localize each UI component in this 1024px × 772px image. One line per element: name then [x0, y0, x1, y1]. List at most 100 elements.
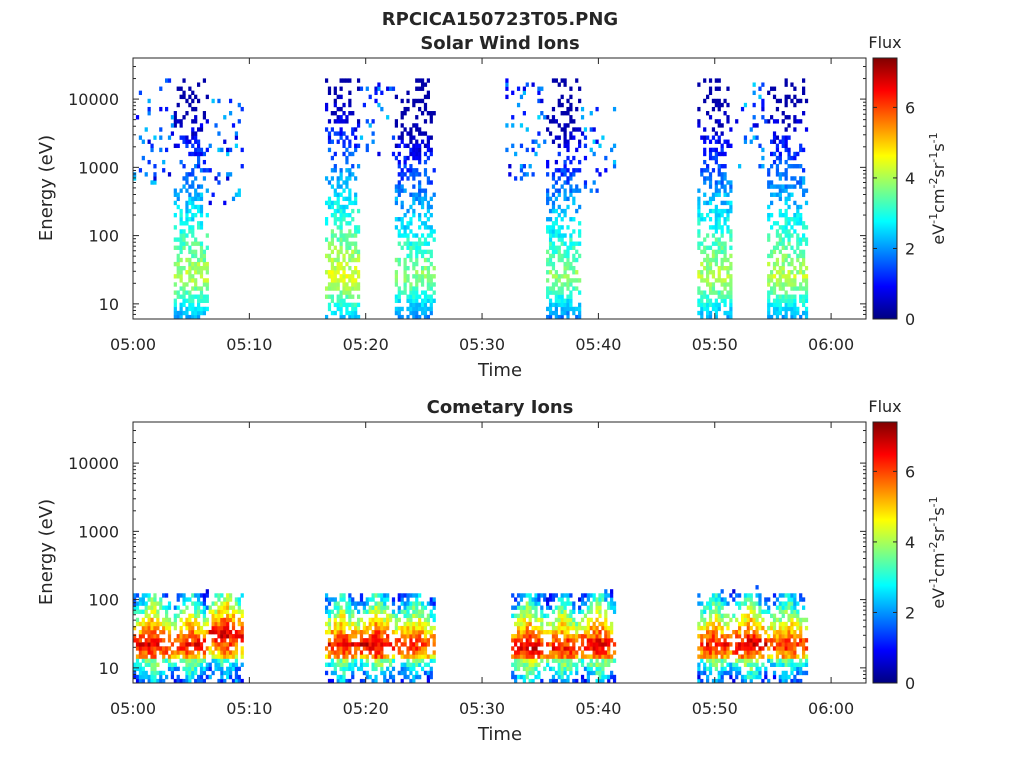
heatmap-cell [191, 225, 195, 230]
heatmap-cell [202, 257, 207, 263]
heatmap-cell [182, 597, 186, 602]
heatmap-cell [147, 629, 151, 635]
heatmap-cell [598, 609, 602, 614]
heatmap-cell [135, 674, 140, 680]
heatmap-cell [159, 674, 163, 680]
heatmap-cell [755, 593, 759, 598]
heatmap-cell [217, 597, 221, 602]
heatmap-cell [194, 646, 198, 651]
heatmap-cell [531, 670, 535, 676]
heatmap-cell [551, 310, 556, 316]
heatmap-cell [426, 298, 430, 303]
heatmap-cell [191, 98, 195, 104]
heatmap-cell [511, 143, 515, 149]
heatmap-cell [802, 638, 806, 643]
heatmap-cell [551, 286, 556, 291]
heatmap-cell [592, 650, 596, 655]
heatmap-cell [781, 225, 785, 230]
heatmap-cell [217, 658, 221, 663]
heatmap-cell [345, 180, 349, 185]
heatmap-cell [566, 597, 570, 602]
heatmap-cell [546, 196, 550, 202]
heatmap-cell [569, 135, 573, 140]
heatmap-cell [563, 212, 567, 218]
heatmap-cell [342, 111, 346, 116]
heatmap-cell [342, 613, 346, 619]
heatmap-cell [607, 638, 611, 643]
heatmap-cell [540, 638, 544, 643]
heatmap-cell [432, 237, 436, 242]
heatmap-cell [345, 221, 349, 226]
heatmap-cell [231, 650, 236, 655]
heatmap-cell [188, 265, 192, 271]
heatmap-cell [191, 666, 195, 672]
heatmap-cell [324, 253, 329, 259]
heatmap-cell [359, 597, 364, 602]
heatmap-cell [761, 82, 765, 87]
heatmap-cell [141, 642, 145, 647]
heatmap-cell [330, 678, 334, 684]
heatmap-cell [354, 265, 358, 271]
heatmap-cell [784, 274, 788, 279]
heatmap-cell [554, 629, 558, 635]
heatmap-cell [784, 176, 788, 181]
heatmap-cell [700, 212, 704, 218]
heatmap-cell [185, 217, 189, 222]
heatmap-cell [415, 143, 419, 149]
heatmap-cell [226, 625, 230, 631]
heatmap-cell [723, 634, 727, 639]
heatmap-cell [412, 294, 416, 299]
heatmap-cell [188, 229, 192, 234]
heatmap-cell [374, 654, 378, 659]
heatmap-cell [412, 98, 416, 104]
heatmap-cell [205, 666, 209, 672]
heatmap-cell [560, 613, 564, 619]
heatmap-cell [775, 658, 780, 663]
heatmap-cell [333, 221, 337, 226]
heatmap-cell [531, 650, 535, 655]
heatmap-cell [345, 204, 349, 210]
heatmap-cell [191, 265, 195, 271]
heatmap-cell [563, 78, 567, 83]
heatmap-cell [165, 78, 169, 83]
heatmap-cell [359, 662, 364, 667]
heatmap-cell [223, 642, 227, 647]
heatmap-cell [569, 282, 573, 287]
heatmap-cell [534, 597, 538, 602]
heatmap-cell [339, 298, 343, 303]
heatmap-cell [324, 106, 329, 112]
heatmap-cell [706, 274, 710, 279]
heatmap-cell [330, 270, 334, 275]
heatmap-cell [423, 670, 428, 676]
heatmap-cell [380, 642, 384, 647]
heatmap-cell [412, 654, 416, 659]
heatmap-cell [135, 678, 140, 684]
heatmap-cell [560, 233, 564, 238]
heatmap-cell [339, 172, 343, 177]
heatmap-cell [188, 654, 192, 659]
heatmap-cell [575, 257, 579, 263]
heatmap-cell [423, 143, 428, 149]
heatmap-cell [775, 302, 780, 308]
heatmap-cell [432, 638, 436, 643]
colorbar-gradient [872, 57, 898, 320]
heatmap-cell [380, 90, 384, 96]
heatmap-cell [717, 625, 721, 631]
heatmap-cell [717, 135, 721, 140]
heatmap-cell [802, 310, 806, 316]
heatmap-cell [770, 253, 774, 259]
heatmap-cell [554, 270, 558, 275]
heatmap-cell [348, 111, 352, 116]
heatmap-cell [537, 86, 541, 91]
heatmap-cell [706, 306, 710, 312]
heatmap-cell [179, 650, 183, 655]
heatmap-cell [607, 593, 611, 598]
heatmap-cell [598, 674, 602, 680]
heatmap-cell [697, 229, 701, 234]
heatmap-cell [551, 78, 556, 83]
heatmap-cell [409, 192, 413, 197]
heatmap-cell [188, 139, 192, 144]
heatmap-cell [772, 593, 777, 598]
heatmap-cell [516, 634, 521, 639]
heatmap-cell [563, 617, 567, 623]
